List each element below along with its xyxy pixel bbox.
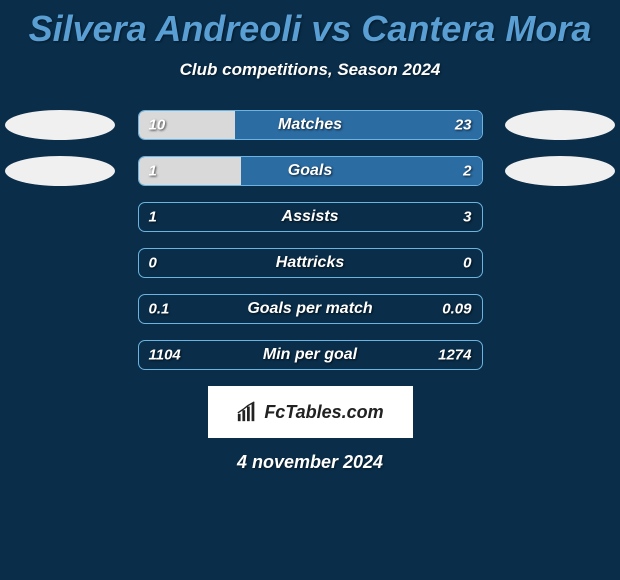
stat-value-left: 10	[149, 117, 166, 134]
team-logo-left-2	[5, 156, 115, 186]
stat-value-left: 1	[149, 163, 157, 180]
stat-label: Assists	[282, 208, 339, 226]
team-logo-right-2	[505, 156, 615, 186]
stat-value-right: 23	[455, 117, 472, 134]
stat-label: Hattricks	[276, 254, 344, 272]
stat-value-right: 0	[463, 255, 471, 272]
stat-value-left: 1104	[149, 347, 181, 364]
stat-label: Goals per match	[247, 300, 372, 318]
stat-label: Min per goal	[263, 346, 357, 364]
stat-label: Matches	[278, 116, 342, 134]
stat-value-left: 0	[149, 255, 157, 272]
stat-row: 1 3 Assists	[138, 202, 483, 232]
stat-value-right: 1274	[438, 347, 471, 364]
team-logo-left-1	[5, 110, 115, 140]
bar-right	[241, 157, 481, 185]
footer-date: 4 november 2024	[0, 452, 620, 473]
stat-value-right: 0.09	[442, 301, 471, 318]
stat-row: 0.1 0.09 Goals per match	[138, 294, 483, 324]
page-title: Silvera Andreoli vs Cantera Mora	[0, 0, 620, 50]
stats-content: 10 23 Matches 1 2 Goals 1 3 Assists 0 0 Hattricks 0.…	[0, 110, 620, 370]
brand-badge: FcTables.com	[208, 386, 413, 438]
stat-value-left: 0.1	[149, 301, 170, 318]
chart-icon	[236, 401, 258, 423]
stat-row: 10 23 Matches	[138, 110, 483, 140]
team-logo-right-1	[505, 110, 615, 140]
stat-value-left: 1	[149, 209, 157, 226]
stat-rows: 10 23 Matches 1 2 Goals 1 3 Assists 0 0 Hattricks 0.…	[138, 110, 483, 370]
brand-text: FcTables.com	[264, 402, 383, 423]
stat-row: 1 2 Goals	[138, 156, 483, 186]
bar-right	[235, 111, 482, 139]
stat-label: Goals	[288, 162, 332, 180]
page-subtitle: Club competitions, Season 2024	[0, 60, 620, 80]
stat-row: 0 0 Hattricks	[138, 248, 483, 278]
stat-value-right: 2	[463, 163, 471, 180]
stat-row: 1104 1274 Min per goal	[138, 340, 483, 370]
stat-value-right: 3	[463, 209, 471, 226]
